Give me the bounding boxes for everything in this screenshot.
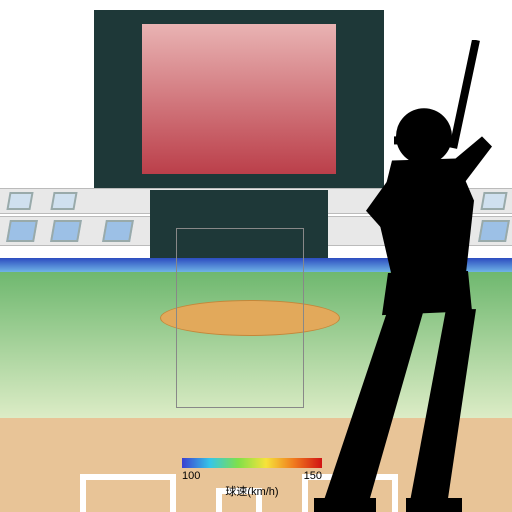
- legend-tick-min: 100: [182, 470, 200, 482]
- batter-silhouette: [296, 40, 512, 512]
- stand-window: [50, 192, 77, 210]
- stand-window: [102, 220, 134, 242]
- chalk-line: [80, 474, 86, 512]
- stand-window: [6, 220, 38, 242]
- strike-zone: [176, 228, 304, 408]
- stand-window: [6, 192, 33, 210]
- stand-window: [50, 220, 82, 242]
- chalk-line: [80, 474, 176, 480]
- pitch-location-scene: 100 150 球速(km/h): [0, 0, 512, 512]
